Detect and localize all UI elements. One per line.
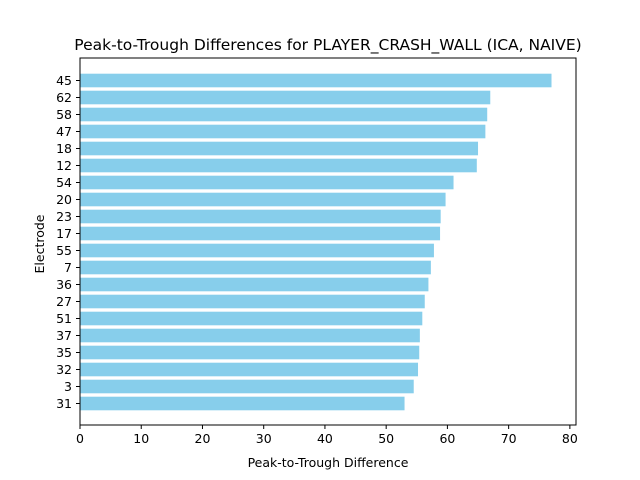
y-tick-label: 55 <box>56 243 72 258</box>
y-tick-label: 12 <box>56 158 72 173</box>
bar-electrode-55 <box>80 243 434 258</box>
chart-title: Peak-to-Trough Differences for PLAYER_CR… <box>74 36 581 55</box>
y-tick-label: 37 <box>56 328 72 343</box>
bar-electrode-31 <box>80 396 405 411</box>
y-tick-label: 47 <box>56 124 72 139</box>
y-ticks-group: 45 62 58 47 18 12 54 20 23 17 55 7 36 27 51 37 35 32 3 31 <box>56 73 80 411</box>
y-tick-label: 23 <box>56 209 72 224</box>
y-tick-label: 54 <box>56 175 72 190</box>
y-tick-label: 31 <box>56 396 72 411</box>
bars-group <box>80 73 552 411</box>
x-tick-label: 10 <box>133 431 149 446</box>
y-tick-label: 36 <box>56 277 72 292</box>
y-tick-label: 35 <box>56 345 72 360</box>
bar-electrode-35 <box>80 345 420 360</box>
y-tick-label: 3 <box>64 379 72 394</box>
bar-electrode-20 <box>80 192 446 207</box>
y-tick-label: 45 <box>56 73 72 88</box>
y-tick-label: 27 <box>56 294 72 309</box>
bar-electrode-58 <box>80 107 488 122</box>
x-axis-label: Peak-to-Trough Difference <box>248 455 409 470</box>
x-tick-label: 0 <box>76 431 84 446</box>
bar-electrode-23 <box>80 209 441 224</box>
x-tick-label: 30 <box>256 431 272 446</box>
y-tick-label: 32 <box>56 362 72 377</box>
bar-electrode-27 <box>80 294 425 309</box>
x-tick-label: 50 <box>378 431 394 446</box>
bar-electrode-37 <box>80 328 420 343</box>
x-tick-label: 80 <box>562 431 578 446</box>
y-tick-label: 58 <box>56 107 72 122</box>
y-tick-label: 51 <box>56 311 72 326</box>
bar-electrode-32 <box>80 362 419 377</box>
bar-electrode-18 <box>80 141 479 156</box>
bar-electrode-54 <box>80 175 454 190</box>
y-tick-label: 62 <box>56 90 72 105</box>
bar-electrode-36 <box>80 277 429 292</box>
bar-electrode-7 <box>80 260 431 275</box>
x-tick-label: 70 <box>501 431 517 446</box>
bar-electrode-47 <box>80 124 486 139</box>
bar-electrode-12 <box>80 158 477 173</box>
x-tick-label: 60 <box>439 431 455 446</box>
bar-electrode-62 <box>80 90 491 105</box>
bar-electrode-3 <box>80 379 414 394</box>
y-tick-label: 7 <box>64 260 72 275</box>
plot-frame <box>79 57 577 426</box>
x-tick-label: 20 <box>195 431 211 446</box>
y-tick-label: 17 <box>56 226 72 241</box>
y-tick-label: 20 <box>56 192 72 207</box>
x-ticks-group: 0 10 20 30 40 50 60 70 80 <box>76 425 578 446</box>
x-tick-label: 40 <box>317 431 333 446</box>
bar-electrode-51 <box>80 311 423 326</box>
bar-electrode-17 <box>80 226 441 241</box>
bar-electrode-45 <box>80 73 552 88</box>
y-axis-label: Electrode <box>32 214 47 273</box>
y-tick-label: 18 <box>56 141 72 156</box>
